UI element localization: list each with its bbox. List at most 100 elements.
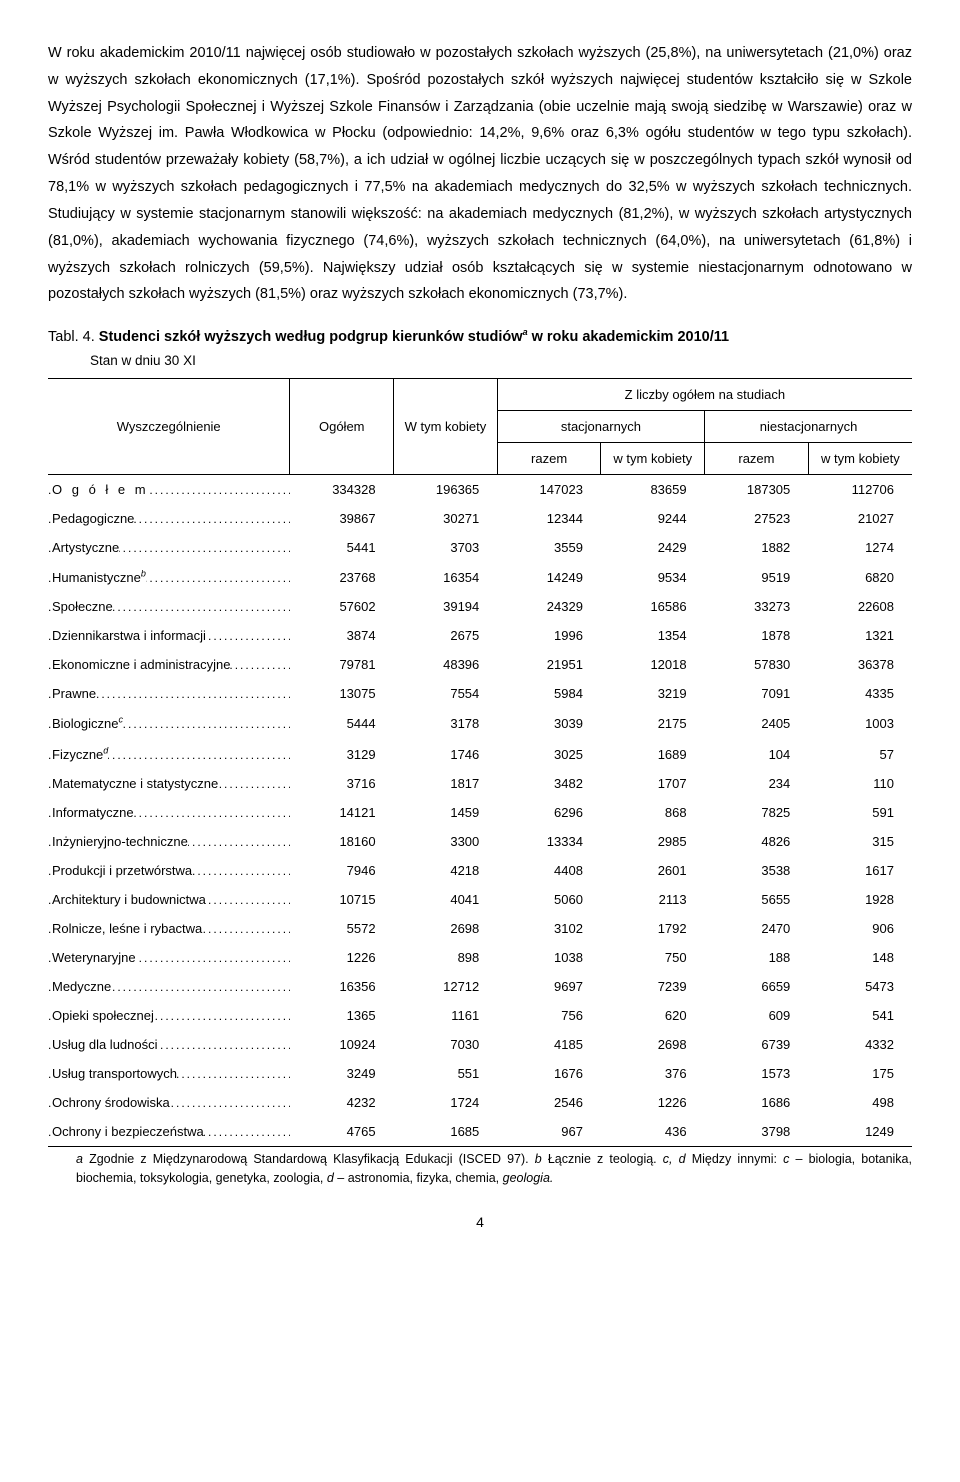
row-label: Usług dla ludności: [48, 1030, 290, 1059]
table-row: Dziennikarstwa i informacji3874267519961…: [48, 621, 912, 650]
table-row: Usług dla ludności1092470304185269867394…: [48, 1030, 912, 1059]
page-number: 4: [48, 1214, 912, 1230]
row-value: 5655: [705, 885, 809, 914]
row-value: 5984: [497, 679, 601, 708]
row-value: 1878: [705, 621, 809, 650]
table-row: Weterynaryjne12268981038750188148: [48, 943, 912, 972]
row-value: 5473: [808, 972, 912, 1001]
row-value: 3039: [497, 708, 601, 738]
row-value: 147023: [497, 474, 601, 504]
table-row: Humanistyczneb23768163541424995349519682…: [48, 562, 912, 592]
row-label: Humanistyczneb: [48, 562, 290, 592]
row-label: Dziennikarstwa i informacji: [48, 621, 290, 650]
row-value: 1573: [705, 1059, 809, 1088]
row-label: Biologicznec: [48, 708, 290, 738]
row-label: Ochrony i bezpieczeństwa: [48, 1117, 290, 1147]
row-value: 24329: [497, 592, 601, 621]
table-row: Prawne1307575545984321970914335: [48, 679, 912, 708]
row-value: 3874: [290, 621, 394, 650]
row-value: 13075: [290, 679, 394, 708]
row-value: 36378: [808, 650, 912, 679]
row-value: 1038: [497, 943, 601, 972]
row-value: 57830: [705, 650, 809, 679]
row-value: 12712: [394, 972, 498, 1001]
row-value: 315: [808, 827, 912, 856]
row-value: 1161: [394, 1001, 498, 1030]
row-value: 3129: [290, 738, 394, 768]
row-value: 9534: [601, 562, 705, 592]
row-value: 21027: [808, 504, 912, 533]
row-label: Inżynieryjno-techniczne: [48, 827, 290, 856]
row-value: 9697: [497, 972, 601, 1001]
row-value: 187305: [705, 474, 809, 504]
th-wk1: w tym kobiety: [601, 442, 705, 474]
row-value: 14249: [497, 562, 601, 592]
th-name: Wyszczególnienie: [48, 378, 290, 474]
row-value: 6296: [497, 798, 601, 827]
row-value: 2601: [601, 856, 705, 885]
row-value: 5060: [497, 885, 601, 914]
row-value: 104: [705, 738, 809, 768]
th-group: Z liczby ogółem na studiach: [497, 378, 912, 410]
table-footnote: a Zgodnie z Międzynarodową Standardową K…: [48, 1150, 912, 1189]
row-value: 4332: [808, 1030, 912, 1059]
row-value: 4335: [808, 679, 912, 708]
row-value: 7825: [705, 798, 809, 827]
row-value: 3559: [497, 533, 601, 562]
row-label: Architektury i budownictwa: [48, 885, 290, 914]
table-row: Fizyczned312917463025168910457: [48, 738, 912, 768]
row-value: 7946: [290, 856, 394, 885]
row-value: 33273: [705, 592, 809, 621]
row-value: 18160: [290, 827, 394, 856]
row-value: 1226: [601, 1088, 705, 1117]
row-value: 3716: [290, 769, 394, 798]
row-value: 436: [601, 1117, 705, 1147]
row-value: 541: [808, 1001, 912, 1030]
table-row: Ochrony i bezpieczeństwa4765168596743637…: [48, 1117, 912, 1147]
row-value: 9244: [601, 504, 705, 533]
row-value: 3482: [497, 769, 601, 798]
row-value: 1365: [290, 1001, 394, 1030]
row-value: 609: [705, 1001, 809, 1030]
row-value: 9519: [705, 562, 809, 592]
row-value: 112706: [808, 474, 912, 504]
row-value: 48396: [394, 650, 498, 679]
row-value: 906: [808, 914, 912, 943]
row-label: Weterynaryjne: [48, 943, 290, 972]
row-value: 3703: [394, 533, 498, 562]
row-value: 1686: [705, 1088, 809, 1117]
row-value: 16586: [601, 592, 705, 621]
row-value: 3102: [497, 914, 601, 943]
row-value: 1226: [290, 943, 394, 972]
row-label: Społeczne: [48, 592, 290, 621]
row-label: Pedagogiczne: [48, 504, 290, 533]
row-value: 4765: [290, 1117, 394, 1147]
row-value: 334328: [290, 474, 394, 504]
row-value: 1707: [601, 769, 705, 798]
row-label: Informatyczne: [48, 798, 290, 827]
th-total: Ogółem: [290, 378, 394, 474]
row-label: Ochrony środowiska: [48, 1088, 290, 1117]
row-value: 967: [497, 1117, 601, 1147]
row-value: 2405: [705, 708, 809, 738]
row-value: 1746: [394, 738, 498, 768]
row-value: 5572: [290, 914, 394, 943]
row-value: 57602: [290, 592, 394, 621]
th-women: W tym kobiety: [394, 378, 498, 474]
th-nonstationary: niestacjonarnych: [705, 410, 912, 442]
table-row: Inżynieryjno-techniczne18160330013334298…: [48, 827, 912, 856]
row-value: 7091: [705, 679, 809, 708]
row-value: 10715: [290, 885, 394, 914]
row-value: 3300: [394, 827, 498, 856]
row-value: 5441: [290, 533, 394, 562]
table-row: Informatyczne14121145962968687825591: [48, 798, 912, 827]
row-value: 498: [808, 1088, 912, 1117]
row-value: 1928: [808, 885, 912, 914]
row-value: 591: [808, 798, 912, 827]
row-value: 3025: [497, 738, 601, 768]
row-value: 6659: [705, 972, 809, 1001]
row-value: 1685: [394, 1117, 498, 1147]
row-label: Prawne: [48, 679, 290, 708]
table-row: Opieki społecznej13651161756620609541: [48, 1001, 912, 1030]
row-value: 39194: [394, 592, 498, 621]
